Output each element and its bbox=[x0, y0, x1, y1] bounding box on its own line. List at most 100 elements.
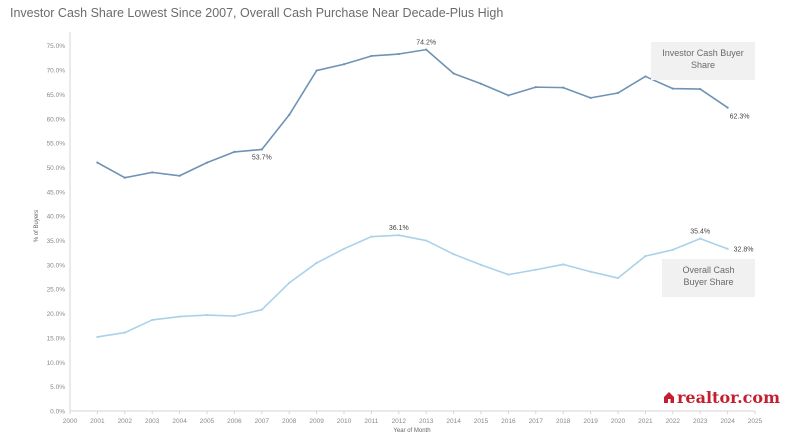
x-tick-label: 2006 bbox=[227, 418, 242, 425]
y-tick-label: 75.0% bbox=[47, 43, 66, 50]
y-tick-label: 45.0% bbox=[47, 189, 66, 196]
x-tick-label: 2000 bbox=[63, 418, 78, 425]
data-point bbox=[616, 91, 620, 95]
data-point bbox=[178, 315, 181, 318]
data-point bbox=[671, 248, 674, 251]
data-point bbox=[397, 52, 400, 56]
data-point bbox=[534, 86, 537, 89]
callout-text: Overall Cash bbox=[682, 265, 734, 275]
data-point bbox=[397, 234, 400, 237]
data-point bbox=[425, 239, 428, 242]
x-tick-label: 2007 bbox=[255, 418, 270, 425]
callout-text: Share bbox=[691, 60, 715, 70]
overall-callout-box bbox=[662, 259, 755, 297]
x-tick-label: 2024 bbox=[720, 418, 735, 425]
overall-cash-line bbox=[97, 234, 728, 338]
data-point bbox=[452, 253, 455, 256]
y-tick-label: 55.0% bbox=[47, 141, 66, 148]
data-point bbox=[151, 318, 154, 322]
data-point bbox=[699, 87, 702, 91]
data-point bbox=[178, 174, 181, 177]
y-tick-label: 0.0% bbox=[50, 409, 65, 416]
y-tick-label: 25.0% bbox=[47, 287, 66, 294]
data-point bbox=[726, 106, 729, 109]
data-point bbox=[507, 94, 510, 97]
data-point bbox=[726, 247, 729, 250]
data-point bbox=[205, 161, 209, 164]
y-tick-label: 60.0% bbox=[47, 116, 66, 123]
x-tick-label: 2009 bbox=[309, 418, 324, 425]
data-point bbox=[479, 82, 483, 85]
data-label: 36.1% bbox=[389, 225, 409, 232]
data-point bbox=[589, 270, 592, 273]
y-tick-label: 20.0% bbox=[47, 311, 66, 318]
house-icon bbox=[664, 392, 674, 403]
x-axis-title: Year of Month bbox=[393, 428, 430, 434]
data-point bbox=[616, 276, 620, 280]
investor-cash-line bbox=[97, 48, 729, 179]
series-lines bbox=[96, 48, 729, 339]
data-point bbox=[315, 261, 318, 265]
x-tick-label: 2021 bbox=[638, 418, 653, 425]
data-labels: 53.7% 74.2% 62.3% 36.1% 35.4% 32.8% bbox=[252, 40, 754, 254]
x-tick-label: 2002 bbox=[118, 418, 133, 425]
chart-title: Investor Cash Share Lowest Since 2007, O… bbox=[10, 6, 504, 20]
data-label: 32.8% bbox=[734, 246, 754, 253]
y-tick-label: 40.0% bbox=[47, 214, 66, 221]
data-point bbox=[562, 263, 565, 266]
data-point bbox=[589, 96, 592, 99]
data-point bbox=[288, 113, 291, 116]
data-point bbox=[562, 86, 565, 89]
x-tick-label: 2011 bbox=[364, 418, 378, 425]
x-tick-label: 2019 bbox=[583, 418, 598, 425]
data-label: 35.4% bbox=[690, 229, 710, 236]
x-tick-label: 2023 bbox=[693, 418, 708, 425]
data-point bbox=[671, 87, 674, 90]
data-point bbox=[233, 150, 236, 154]
logo-text: realtor.com bbox=[677, 388, 780, 407]
x-tick-label: 2001 bbox=[90, 418, 105, 425]
data-point bbox=[96, 335, 99, 339]
y-tick-label: 35.0% bbox=[47, 238, 66, 245]
y-tick-label: 30.0% bbox=[47, 262, 66, 269]
data-point bbox=[425, 48, 428, 51]
y-tick-label: 10.0% bbox=[47, 360, 66, 367]
y-tick-label: 50.0% bbox=[47, 165, 66, 172]
investor-callout-box bbox=[651, 42, 755, 80]
y-tick-label: 15.0% bbox=[47, 335, 66, 342]
data-point bbox=[507, 273, 510, 276]
data-point bbox=[370, 235, 373, 238]
y-tick-label: 70.0% bbox=[47, 68, 66, 75]
data-point bbox=[534, 268, 537, 271]
x-tick-label: 2016 bbox=[501, 418, 516, 425]
x-tick-label: 2003 bbox=[145, 418, 160, 425]
y-tick-label: 65.0% bbox=[47, 92, 66, 99]
x-tick-label: 2025 bbox=[748, 418, 763, 425]
data-point bbox=[205, 313, 209, 317]
callout-text: Buyer Share bbox=[683, 277, 733, 287]
x-tick-label: 2015 bbox=[474, 418, 489, 425]
data-point bbox=[452, 72, 455, 75]
x-tick-label: 2018 bbox=[556, 418, 571, 425]
data-point bbox=[260, 308, 263, 311]
x-tick-label: 2014 bbox=[446, 418, 461, 425]
data-point bbox=[644, 255, 647, 258]
x-tick-label: 2004 bbox=[172, 418, 187, 425]
y-tick-label: 5.0% bbox=[50, 384, 65, 391]
data-point bbox=[370, 54, 373, 58]
callout-text: Investor Cash Buyer bbox=[662, 48, 744, 58]
data-point bbox=[288, 281, 291, 285]
x-tick-label: 2005 bbox=[200, 418, 215, 425]
data-point bbox=[342, 63, 346, 66]
data-label: 53.7% bbox=[252, 154, 272, 161]
data-point bbox=[233, 314, 236, 318]
data-point bbox=[479, 263, 483, 266]
data-point bbox=[96, 161, 99, 164]
data-point bbox=[123, 331, 126, 334]
data-point bbox=[151, 171, 154, 174]
x-tick-label: 2013 bbox=[419, 418, 434, 425]
series-callouts: Investor Cash Buyer Share Overall Cash Buye… bbox=[651, 42, 755, 297]
x-tick-label: 2008 bbox=[282, 418, 297, 425]
data-point bbox=[699, 237, 702, 240]
